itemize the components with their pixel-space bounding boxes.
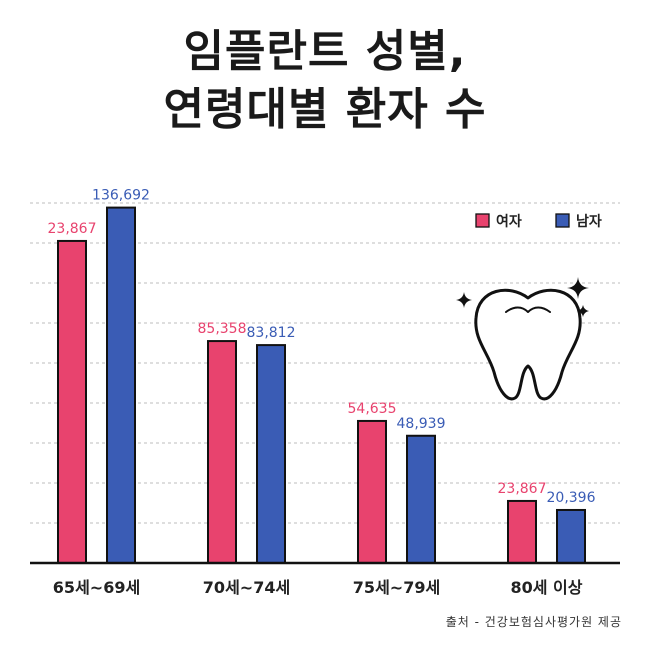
legend-swatch-male [555, 213, 570, 228]
category-labels: 65세~69세 70세~74세 75세~79세 80세 이상 [53, 578, 583, 597]
data-label-male: 83,812 [247, 325, 296, 341]
legend-label-male: 남자 [576, 213, 602, 230]
category-label: 65세~69세 [53, 578, 140, 597]
legend-swatch-female [475, 213, 490, 228]
bar-female [57, 239, 87, 564]
category-label: 75세~79세 [353, 578, 440, 597]
category-label: 70세~74세 [203, 578, 290, 597]
title-line-1: 임플란트 성별, [183, 26, 467, 77]
bar-male [406, 434, 436, 565]
bars [57, 206, 586, 565]
title-line-2: 연령대별 환자 수 [163, 84, 487, 135]
data-label-female: 54,635 [348, 401, 397, 417]
legend: 여자 남자 [475, 213, 602, 230]
data-label-female: 85,358 [198, 321, 247, 337]
data-label-female: 23,867 [498, 481, 547, 497]
sparkling-tooth-icon [456, 277, 589, 401]
data-label-female: 23,867 [48, 221, 97, 237]
data-label-male: 48,939 [397, 416, 446, 432]
bar-male [256, 344, 286, 564]
bar-female [207, 340, 237, 565]
source-note: 출처 - 건강보험심사평가원 제공 [445, 615, 622, 629]
bar-male [106, 206, 136, 564]
bar-female [357, 419, 387, 564]
category-label: 80세 이상 [511, 578, 583, 597]
data-label-male: 136,692 [92, 188, 150, 204]
bar-male [556, 508, 586, 564]
data-label-male: 20,396 [547, 490, 596, 506]
bar-female [507, 499, 537, 564]
legend-label-female: 여자 [496, 213, 522, 230]
